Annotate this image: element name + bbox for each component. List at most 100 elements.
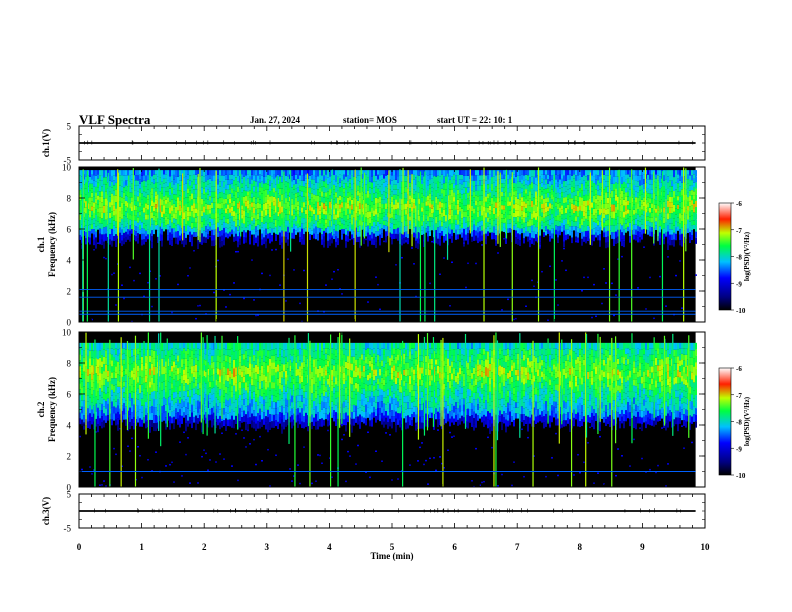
spectrogram-cell	[191, 228, 193, 235]
spectrogram-cell	[613, 183, 615, 191]
spectrogram-cell	[385, 231, 387, 237]
spectrogram-cell	[571, 203, 573, 210]
spectrogram-cell	[597, 185, 599, 191]
spectrogram-cell	[313, 184, 315, 190]
spectrogram-cell	[135, 205, 137, 211]
spectrogram-cell	[237, 175, 239, 182]
spectrogram-cell	[401, 210, 403, 217]
spectrogram-cell	[401, 193, 403, 200]
spectrogram-cell	[391, 170, 393, 176]
noise-speckle	[549, 265, 551, 268]
spectrogram-cell	[459, 170, 461, 175]
spectrogram-cell	[207, 234, 209, 240]
spectrogram-cell	[457, 214, 459, 220]
spectrogram-cell	[369, 187, 371, 194]
spectrogram-cell	[367, 197, 369, 205]
spectrogram-cell	[605, 198, 607, 204]
spectrogram-cell	[593, 215, 595, 222]
spectrogram-cell	[439, 195, 441, 202]
spectrogram-cell	[189, 211, 191, 217]
spectrogram-cell	[629, 183, 631, 190]
noise-speckle	[649, 276, 651, 279]
spectrogram-cell	[475, 175, 477, 181]
spectrogram-cell	[663, 239, 665, 245]
spectrogram-cell	[105, 408, 107, 416]
spectrogram-cell	[303, 223, 305, 229]
spectrogram-cell	[607, 230, 609, 237]
spectrogram-cell	[513, 217, 515, 222]
spectrogram-cell	[613, 177, 615, 184]
spectrogram-cell	[191, 170, 193, 176]
spectrogram-cell	[545, 221, 547, 227]
spectrogram-cell	[277, 207, 279, 212]
spectrogram-cell	[463, 223, 465, 229]
spectrogram-cell	[475, 225, 477, 231]
spectrogram-cell	[591, 234, 593, 241]
spectrogram-cell	[383, 195, 385, 200]
spectrogram-cell	[687, 197, 689, 202]
y-tick-label: 10	[62, 163, 72, 173]
spectrogram-cell	[525, 184, 527, 190]
spectrogram-cell	[395, 228, 397, 234]
sferic-streak	[240, 173, 242, 237]
noise-speckle	[467, 262, 469, 265]
spectrogram-cell	[81, 218, 83, 225]
spectrogram-cell	[217, 189, 219, 194]
spectrogram-cell	[549, 214, 551, 220]
spectrogram-cell	[261, 187, 263, 194]
spectrogram-cell	[567, 214, 569, 220]
spectrogram-cell	[539, 235, 541, 243]
spectrogram-cell	[301, 191, 303, 197]
spectrogram-cell	[349, 205, 351, 210]
spectrogram-cell	[647, 174, 649, 180]
spectrogram-cell	[535, 170, 537, 178]
spectrogram-cell	[289, 201, 291, 206]
noise-speckle	[257, 314, 259, 317]
spectrogram-cell	[373, 227, 375, 234]
spectrogram-cell	[285, 231, 287, 238]
spectrogram-cell	[353, 197, 355, 205]
spectrogram-cell	[131, 174, 133, 180]
spectrogram-cell	[145, 203, 147, 209]
spectrogram-cell	[545, 174, 547, 180]
spectrogram-cell	[639, 175, 641, 181]
spectrogram-cell	[243, 170, 245, 177]
spectrogram-cell	[539, 202, 541, 210]
spectrogram-cell	[423, 195, 425, 203]
spectrogram-cell	[173, 174, 175, 180]
spectrogram-cell	[155, 187, 157, 192]
spectrogram-cell	[649, 188, 651, 194]
spectrogram-cell	[105, 170, 107, 178]
spectrogram-cell	[627, 226, 629, 232]
spectrogram-cell	[309, 181, 311, 188]
spectrogram-cell	[379, 229, 381, 235]
spectrogram-cell	[133, 215, 135, 221]
spectrogram-cell	[695, 182, 697, 189]
spectrogram-cell	[329, 233, 331, 240]
spectrogram-cell	[453, 170, 455, 175]
spectrogram-cell	[89, 237, 91, 245]
spectrogram-cell	[611, 225, 613, 232]
spectrogram-cell	[157, 176, 159, 183]
spectrogram-cell	[669, 202, 671, 208]
spectrogram-cell	[395, 209, 397, 215]
spectrogram-cell	[403, 237, 405, 244]
spectrogram-cell	[577, 196, 579, 202]
spectrogram-cell	[179, 225, 181, 231]
spectrogram-cell	[427, 205, 429, 211]
spectrogram-cell	[157, 170, 159, 177]
spectrogram-cell	[111, 181, 113, 188]
spectrogram-cell	[693, 216, 695, 221]
spectrogram-cell	[623, 229, 625, 236]
spectrogram-cell	[113, 220, 115, 226]
spectrogram-cell	[579, 174, 581, 180]
spectrogram-cell	[225, 198, 227, 204]
spectrogram-cell	[649, 217, 651, 223]
spectrogram-cell	[461, 170, 463, 175]
spectrogram-cell	[435, 210, 437, 217]
spectrogram-cell	[605, 214, 607, 221]
spectrogram-cell	[85, 232, 87, 239]
spectrogram-cell	[383, 225, 385, 230]
spectrogram-cell	[187, 183, 189, 189]
spectrogram-cell	[691, 185, 693, 191]
